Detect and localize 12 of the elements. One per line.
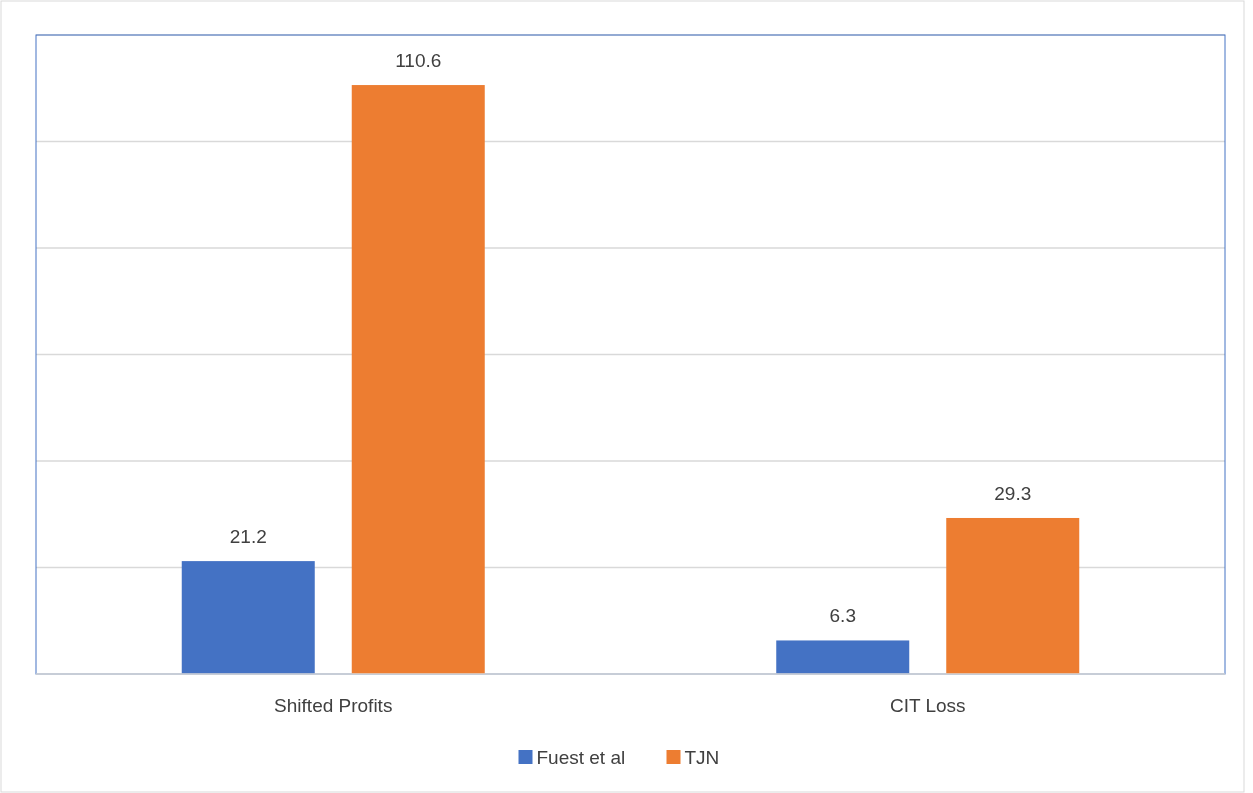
bar <box>181 561 315 674</box>
legend-label: Fuest et al <box>536 747 626 768</box>
data-label: 110.6 <box>395 50 442 72</box>
data-label: 21.2 <box>229 526 267 548</box>
bar <box>776 640 910 674</box>
bar <box>946 517 1080 674</box>
x-tick-label: Shifted Profits <box>274 695 393 716</box>
bar <box>351 85 485 674</box>
data-label: 29.3 <box>994 482 1032 504</box>
legend-label: TJN <box>684 747 720 768</box>
data-label: 6.3 <box>829 605 856 627</box>
x-tick-label: CIT Loss <box>889 695 966 716</box>
